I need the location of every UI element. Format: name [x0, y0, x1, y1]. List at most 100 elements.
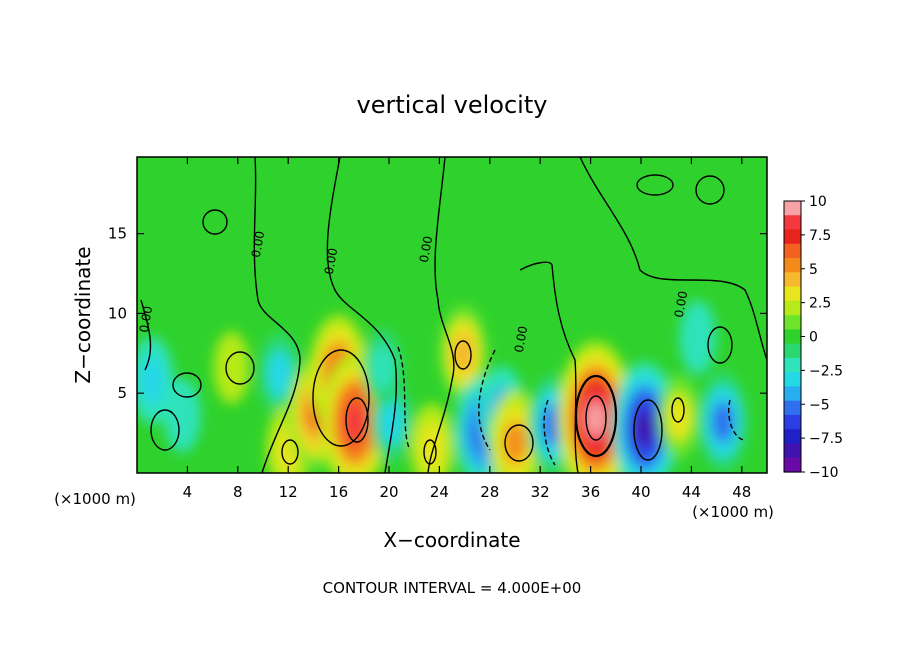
contour-line [579, 157, 767, 361]
x-tick-label: 20 [379, 483, 398, 501]
contour-line [225, 351, 255, 385]
contour-interval-text: CONTOUR INTERVAL = 4.000E+00 [323, 579, 582, 597]
contour-line [172, 372, 202, 398]
contour-line [326, 157, 398, 473]
colorbar-swatch [784, 429, 801, 445]
velocity-cell [666, 393, 692, 441]
velocity-cell [163, 378, 201, 453]
colorbar-tick-label: 10 [809, 194, 827, 210]
contour-label: 0.00 [417, 235, 435, 264]
velocity-cell [267, 350, 292, 398]
x-axis: 4 8 12 16 20 24 28 32 36 40 44 48 [183, 157, 751, 501]
x-tick-label: 36 [581, 483, 600, 501]
contour-lines [140, 157, 767, 473]
velocity-cell [585, 400, 606, 437]
contour-label: 0.00 [137, 305, 155, 334]
colorbar-tick-label: 2.5 [809, 296, 831, 312]
x-tick-label: 4 [183, 483, 193, 501]
contour-line [312, 349, 370, 447]
contour-line [150, 409, 180, 451]
plot-area: 0.00 0.00 0.00 0.00 0.00 0.00 [137, 157, 767, 473]
colorbar-swatch [784, 215, 801, 231]
contour-line [454, 340, 472, 370]
velocity-cell [139, 355, 165, 406]
colorbar-tick-label: −7.5 [809, 431, 843, 447]
velocity-cell [370, 345, 395, 391]
plot-frame [136, 156, 768, 474]
x-unit-right: (×1000 m) [692, 503, 774, 521]
contour-line [423, 439, 437, 465]
chart-title: vertical velocity [357, 91, 548, 119]
colorbar-swatch [784, 229, 801, 245]
contour-line [519, 261, 579, 473]
colorbar-tick-label: −2.5 [809, 363, 843, 379]
x-axis-label: X−coordinate [383, 528, 520, 552]
contour-line [585, 395, 607, 441]
contour-line [636, 174, 674, 196]
contour-line [253, 157, 301, 473]
velocity-cell [503, 421, 527, 465]
contour-line [695, 175, 725, 205]
contour-line [707, 326, 733, 364]
y-tick-label: 15 [108, 225, 127, 243]
contour-line [504, 424, 534, 462]
colorbar-swatch [784, 400, 801, 416]
velocity-cell [345, 403, 365, 441]
contour-label: 0.00 [322, 247, 340, 276]
x-tick-label: 24 [430, 483, 449, 501]
colorbar-swatch [784, 329, 801, 345]
velocity-cell [418, 422, 445, 473]
x-tick-label: 48 [732, 483, 751, 501]
colorbar-swatch [784, 457, 801, 473]
x-tick-label: 8 [233, 483, 243, 501]
contour-line [427, 157, 455, 473]
x-tick-label: 16 [329, 483, 348, 501]
colorbar: 10 7.5 5 2.5 0 −2.5 −5 −7.5 −10 [783, 194, 843, 481]
contour-line [140, 299, 152, 371]
contour-line [281, 439, 299, 465]
colorbar-swatch [784, 272, 801, 288]
x-unit-left: (×1000 m) [54, 490, 136, 508]
velocity-cell [711, 401, 734, 443]
contour-line [345, 397, 369, 443]
y-axis: 5 10 15 [108, 225, 767, 402]
contour-line [202, 209, 228, 235]
contour-line [574, 374, 618, 458]
colorbar-swatch [784, 357, 801, 373]
contour-line [728, 399, 746, 441]
y-tick-label: 5 [117, 384, 127, 402]
colorbar-swatch [784, 201, 801, 216]
velocity-cell [679, 300, 717, 375]
colorbar-tick-label: −5 [809, 397, 830, 413]
contour-line [397, 346, 411, 451]
colorbar-swatch [784, 343, 801, 359]
colorbar-swatch [784, 286, 801, 302]
colorbar-swatch [784, 414, 801, 430]
colorbar-swatch [784, 386, 801, 402]
contour-line [478, 349, 496, 451]
contour-line [671, 397, 685, 423]
x-tick-label: 40 [631, 483, 650, 501]
y-axis-label: Z−coordinate [71, 246, 95, 383]
y-tick-label: 10 [108, 304, 127, 322]
colorbar-tick-label: −10 [809, 465, 839, 481]
velocity-cell [379, 398, 404, 446]
colorbar-swatch [784, 300, 801, 316]
contour-line [633, 399, 663, 461]
colorbar-swatch [784, 243, 801, 259]
x-tick-label: 32 [531, 483, 550, 501]
colorbar-tick-label: 5 [809, 262, 818, 278]
colorbar-swatch [784, 315, 801, 330]
contour-label: 0.00 [512, 325, 530, 354]
colorbar-swatch [784, 443, 801, 459]
contour-labels: 0.00 0.00 0.00 0.00 0.00 0.00 [137, 230, 690, 354]
colorbar-tick-label: 0 [809, 330, 818, 346]
contour-label: 0.00 [672, 290, 690, 319]
velocity-cell [213, 331, 250, 404]
x-tick-label: 12 [279, 483, 298, 501]
contour-line [543, 399, 556, 466]
contour-label: 0.00 [249, 230, 267, 259]
colorbar-tick-label: 7.5 [809, 228, 831, 244]
